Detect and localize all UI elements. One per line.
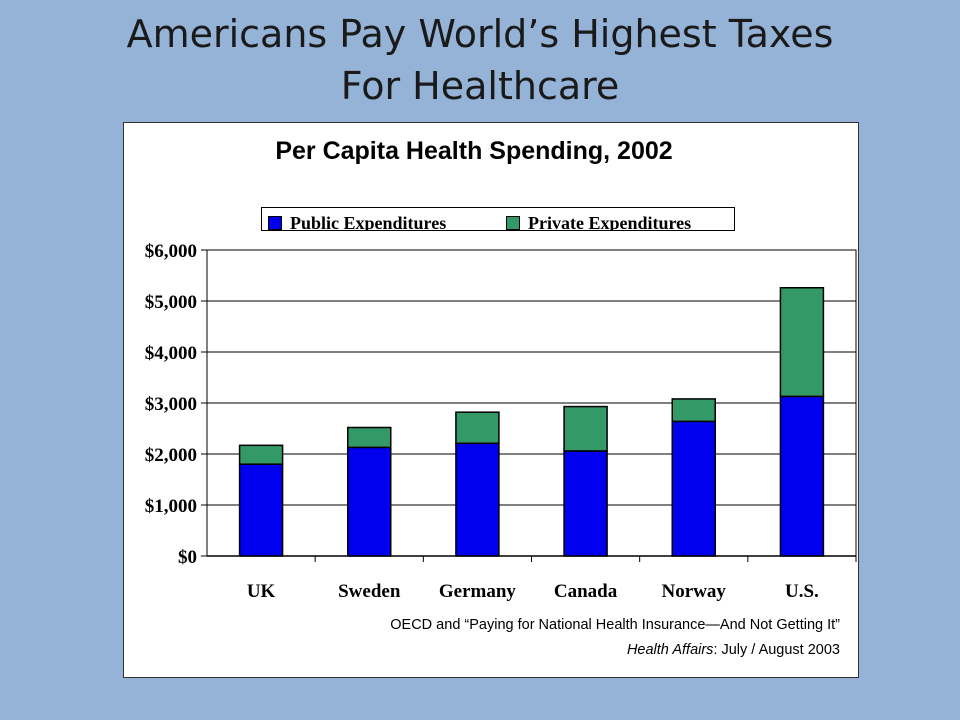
y-tick-label: $6,000 <box>145 241 197 262</box>
y-tick-label: $0 <box>178 547 197 568</box>
legend-item-public: Public Expenditures <box>268 208 447 231</box>
legend-swatch-private <box>506 215 520 230</box>
chart-legend: Public Expenditures Private Expenditures <box>261 207 735 231</box>
x-tick-label: UK <box>247 581 276 602</box>
bar-public <box>238 463 284 557</box>
source-citation-1: OECD and “Paying for National Health Ins… <box>390 617 840 633</box>
legend-label-public: Public Expenditures <box>290 213 447 231</box>
chart-panel: Per Capita Health Spending, 2002 Public … <box>123 122 859 678</box>
bar-private <box>671 398 716 423</box>
legend-item-private: Private Expenditures <box>506 208 692 231</box>
y-tick-label: $4,000 <box>145 343 197 364</box>
chart-plot: $0 $1,000 $2,000 $3,000 $4,000 $5,000 $6,000 UK… <box>145 241 857 602</box>
slide-title: Americans Pay World’s Highest Taxes For … <box>0 8 960 112</box>
slide-title-line-1: Americans Pay World’s Highest Taxes <box>126 12 834 56</box>
y-tick-label: $2,000 <box>145 445 197 466</box>
x-tick-label: Germany <box>439 581 517 602</box>
bar-public <box>347 446 392 557</box>
slide-title-line-2: For Healthcare <box>340 64 620 108</box>
y-tick-label: $1,000 <box>145 496 197 517</box>
y-tick-label: $5,000 <box>145 292 197 313</box>
bar-public <box>779 395 825 557</box>
legend-label-private: Private Expenditures <box>528 213 692 231</box>
x-tick-label: Canada <box>554 581 618 602</box>
source-journal: Health Affairs <box>626 642 714 658</box>
bar-private <box>563 405 608 452</box>
bar-private <box>347 426 392 449</box>
bar-private <box>779 286 825 398</box>
bar-private <box>238 444 284 465</box>
chart-title: Per Capita Health Spending, 2002 <box>275 137 673 165</box>
source-date: : July / August 2003 <box>713 642 840 658</box>
x-tick-label: U.S. <box>785 581 819 602</box>
source-citation-2: Health Affairs: July / August 2003 <box>124 642 840 658</box>
bar-public <box>455 442 500 557</box>
x-tick-label: Sweden <box>338 581 401 602</box>
legend-swatch-public <box>268 215 282 230</box>
x-tick-label: Norway <box>662 581 727 602</box>
bar-private <box>455 411 500 445</box>
bar-public <box>671 420 716 557</box>
bar-public <box>563 450 608 557</box>
y-tick-label: $3,000 <box>145 394 197 415</box>
